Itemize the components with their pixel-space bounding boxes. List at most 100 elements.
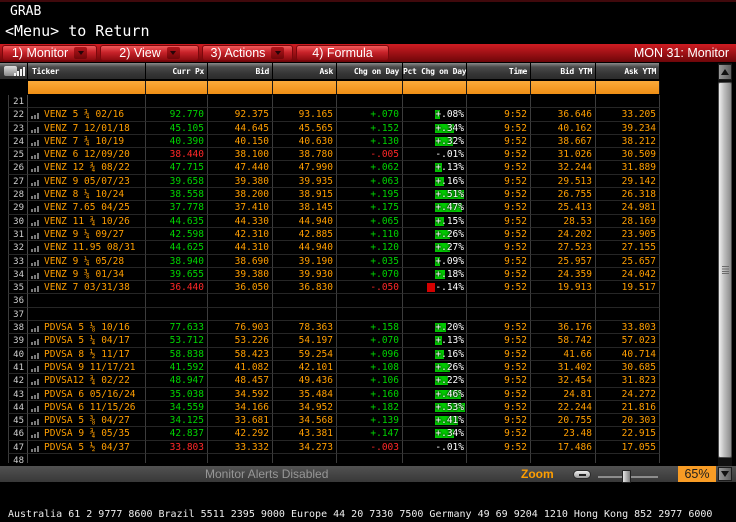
curr-px-cell: 42.837 <box>146 427 208 441</box>
menu-item-formula[interactable]: 4) Formula <box>296 45 389 61</box>
column-header-ask[interactable]: Ask <box>273 63 337 80</box>
table-row[interactable]: 46 PDVSA 9 ¾ 05/35 42.837 42.292 43.381 +.147… <box>0 427 712 441</box>
table-row[interactable]: 26 VENZ 12 ¾ 08/22 47.715 47.440 47.990 +.062… <box>0 161 712 175</box>
empty-cell <box>403 307 467 322</box>
table-row[interactable]: 28 VENZ 8 ¼ 10/24 38.558 38.200 38.915 +.195 +… <box>0 188 712 202</box>
table-row[interactable]: 44 PDVSA 6 11/15/26 34.559 34.166 34.952 +.18… <box>0 400 712 415</box>
sparkline-icon <box>31 139 40 146</box>
table-row[interactable]: 39 PDVSA 5 ¼ 04/17 53.712 53.226 54.197 +.070… <box>0 334 712 348</box>
pct-chg-cell: +.15% <box>403 214 467 228</box>
ask-cell: 34.568 <box>273 414 337 428</box>
table-row[interactable]: 43 PDVSA 6 05/16/24 35.038 34.592 35.484 +.16… <box>0 387 712 401</box>
scroll-down-button[interactable] <box>718 467 732 481</box>
table-corner-cell[interactable] <box>0 63 28 80</box>
ask-cell: 49.436 <box>273 374 337 388</box>
ticker-label: VENZ 9 ¼ 05/28 <box>44 255 125 267</box>
grip-icon <box>721 265 729 275</box>
pct-change-bar <box>427 283 435 293</box>
column-header-ticker[interactable]: Ticker <box>28 63 146 80</box>
table-row[interactable]: 31 VENZ 9 ¼ 09/27 42.598 42.310 42.885 +.110 +… <box>0 227 712 242</box>
pct-change-label: +.47% <box>435 202 464 214</box>
monitor-context-label: MON 31: Monitor <box>633 46 729 60</box>
pct-chg-cell: +.26% <box>403 360 467 375</box>
row-number-cell: 28 <box>8 188 28 202</box>
chevron-down-icon[interactable] <box>74 47 88 59</box>
pct-change-label: +.53% <box>435 401 464 413</box>
time-cell: 9:52 <box>467 214 531 228</box>
filter-cell-bid[interactable] <box>208 81 273 95</box>
filter-cell-ask-ytm[interactable] <box>596 81 660 95</box>
filter-cell-ask[interactable] <box>273 81 337 95</box>
table-row[interactable]: 27 VENZ 9 05/07/23 39.658 39.380 39.935 +.063… <box>0 174 712 189</box>
filter-cell-bid-ytm[interactable] <box>531 81 596 95</box>
ticker-cell: PDVSA 6 05/16/24 <box>28 387 146 401</box>
table-row[interactable]: 47 PDVSA 5 ½ 04/37 33.803 33.332 34.273 -.003… <box>0 440 712 455</box>
table-row[interactable]: 37 <box>0 307 712 322</box>
column-header-curr-px[interactable]: Curr Px <box>146 63 208 80</box>
table-row[interactable]: 36 <box>0 294 712 308</box>
scrollbar-thumb[interactable] <box>718 82 732 458</box>
table-row[interactable]: 23 VENZ 7 12/01/18 45.105 44.645 45.565 +.152… <box>0 121 712 135</box>
curr-px-cell: 45.105 <box>146 121 208 135</box>
column-header-bid-ytm[interactable]: Bid YTM <box>531 63 596 80</box>
chg-on-day-cell: +.120 <box>337 241 403 255</box>
chevron-down-icon[interactable] <box>271 47 285 59</box>
bid-cell: 37.410 <box>208 201 273 215</box>
zoom-out-button[interactable] <box>573 470 591 479</box>
table-row[interactable]: 40 PDVSA 8 ½ 11/17 58.838 58.423 59.254 +.096… <box>0 347 712 361</box>
table-row[interactable]: 42 PDVSA12 ¾ 02/22 48.947 48.457 49.436 +.106… <box>0 374 712 388</box>
table-row[interactable]: 38 PDVSA 5 ⅛ 10/16 77.633 76.903 78.363 +.158… <box>0 321 712 335</box>
pct-change-bar <box>435 136 453 146</box>
bid-ytm-cell: 36.646 <box>531 108 596 122</box>
ask-cell: 42.885 <box>273 227 337 242</box>
table-header-row: Ticker Curr Px Bid Ask Chg on Day Pct Ch… <box>0 63 660 80</box>
menu-item-monitor[interactable]: 1) Monitor <box>2 45 97 61</box>
time-cell: 9:52 <box>467 254 531 268</box>
pct-change-label: +.22% <box>435 375 464 387</box>
table-row[interactable]: 30 VENZ 11 ¾ 10/26 44.635 44.330 44.940 +.065… <box>0 214 712 228</box>
table-row[interactable]: 41 PDVSA 9 11/17/21 41.592 41.082 42.101 +.10… <box>0 360 712 375</box>
table-row[interactable]: 45 PDVSA 5 ⅜ 04/27 34.125 33.681 34.568 +.139… <box>0 414 712 428</box>
column-header-bid[interactable]: Bid <box>208 63 273 80</box>
bid-cell: 42.292 <box>208 427 273 441</box>
curr-px-cell: 44.625 <box>146 241 208 255</box>
ask-ytm-cell: 25.657 <box>596 254 660 268</box>
row-number-cell: 39 <box>8 334 28 348</box>
scroll-up-button[interactable] <box>718 64 732 80</box>
menu-item-view[interactable]: 2) View <box>100 45 199 61</box>
ask-ytm-cell: 33.205 <box>596 108 660 122</box>
pct-chg-cell: +.26% <box>403 227 467 242</box>
bid-ytm-cell: 29.513 <box>531 174 596 189</box>
column-header-pct-chg-on-day[interactable]: Pct Chg on Day <box>403 63 467 80</box>
table-row[interactable]: 35 VENZ 7 03/31/38 36.440 36.050 36.830 -.050… <box>0 281 712 295</box>
table-row[interactable]: 32 VENZ 11.95 08/31 44.625 44.310 44.940 +.12… <box>0 241 712 255</box>
table-row[interactable]: 22 VENZ 5 ¾ 02/16 92.770 92.375 93.165 +.070 +… <box>0 108 712 122</box>
ticker-label: VENZ 7 03/31/38 <box>44 282 130 294</box>
filter-cell-curr-px[interactable] <box>146 81 208 95</box>
column-header-time[interactable]: Time <box>467 63 531 80</box>
table-row[interactable]: 34 VENZ 9 ⅜ 01/34 39.655 39.380 39.930 +.070 +… <box>0 267 712 282</box>
table-row[interactable]: 33 VENZ 9 ¼ 05/28 38.940 38.690 39.190 +.035 +… <box>0 254 712 268</box>
column-header-ask-ytm[interactable]: Ask YTM <box>596 63 660 80</box>
chg-on-day-cell: +.062 <box>337 161 403 175</box>
table-row[interactable]: 21 <box>0 95 712 109</box>
table-row[interactable]: 29 VENZ 7.65 04/25 37.778 37.410 38.145 +.175… <box>0 201 712 215</box>
filter-cell-time[interactable] <box>467 81 531 95</box>
table-row[interactable]: 48 <box>0 454 712 463</box>
bid-ytm-cell: 31.026 <box>531 148 596 162</box>
ask-ytm-cell: 29.142 <box>596 174 660 189</box>
filter-cell-ticker[interactable] <box>28 81 146 95</box>
zoom-slider-handle[interactable] <box>622 470 631 483</box>
menu-item-actions[interactable]: 3) Actions <box>202 45 293 61</box>
empty-cell <box>337 307 403 322</box>
curr-px-cell: 37.778 <box>146 201 208 215</box>
pct-change-bar <box>435 402 465 412</box>
filter-cell-pct-chg-on-day[interactable] <box>403 81 467 95</box>
sparkline-icon <box>31 339 40 346</box>
table-row[interactable]: 25 VENZ 6 12/09/20 38.440 38.100 38.780 -.005… <box>0 148 712 162</box>
table-row[interactable]: 24 VENZ 7 ¾ 10/19 40.390 40.150 40.630 +.130 +… <box>0 134 712 149</box>
chevron-down-icon[interactable] <box>166 47 180 59</box>
empty-cell <box>273 454 337 463</box>
filter-cell-chg-on-day[interactable] <box>337 81 403 95</box>
column-header-chg-on-day[interactable]: Chg on Day <box>337 63 403 80</box>
